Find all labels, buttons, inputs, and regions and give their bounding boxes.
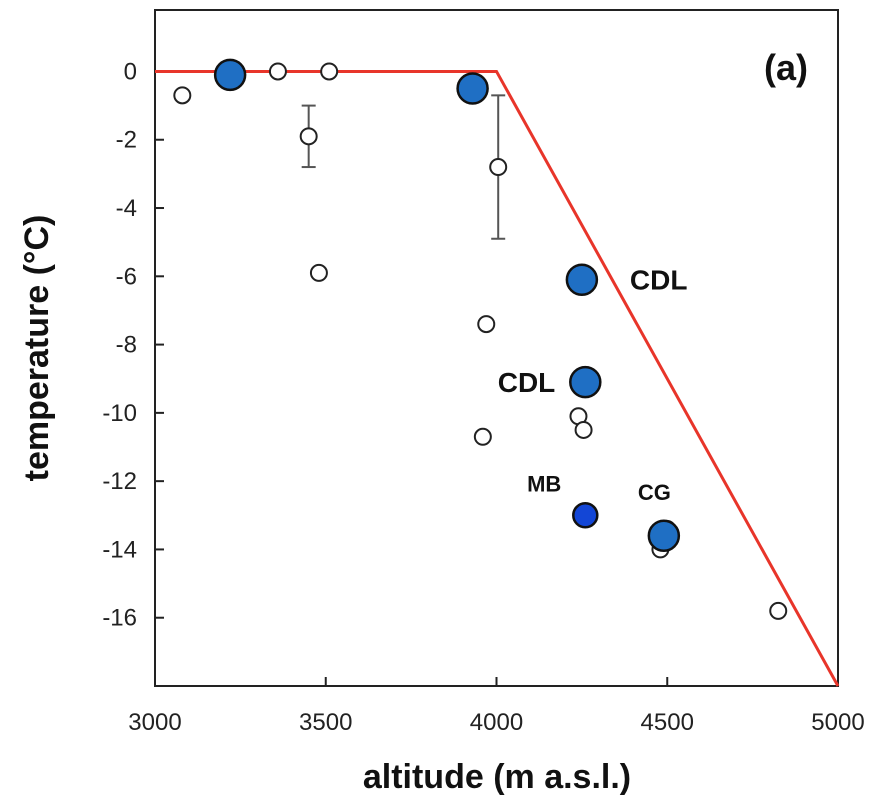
filled-point [572, 502, 599, 529]
x-tick-label: 5000 [811, 709, 864, 736]
x-axis-title: altitude (m a.s.l.) [363, 758, 631, 796]
x-tick-label: 3500 [299, 709, 352, 736]
open-point [769, 601, 788, 620]
point-label: MB [527, 471, 561, 496]
series-layer [155, 58, 840, 687]
plot-frame [154, 9, 839, 687]
y-tick-label: -4 [116, 195, 137, 222]
open-point [473, 427, 492, 446]
filled-point [213, 58, 247, 92]
filled-point [565, 263, 599, 296]
model-line [155, 69, 840, 687]
x-axis: 3000 3500 4000 4500 5000 [128, 677, 865, 736]
open-point [309, 263, 328, 282]
filled-point [647, 519, 681, 553]
y-tick-label: -12 [102, 468, 137, 495]
y-tick-label: -6 [116, 263, 137, 290]
x-tick-label: 3000 [128, 709, 181, 736]
open-point [574, 420, 593, 439]
x-tick-label: 4500 [641, 709, 694, 736]
y-tick-label: 0 [124, 58, 137, 85]
open-point [320, 62, 339, 81]
annotation-layer: CDL CDL MB CG [498, 265, 688, 505]
open-point [299, 127, 318, 146]
open-point [489, 158, 508, 177]
panel-label: (a) [764, 47, 808, 88]
y-tick-label: -16 [102, 605, 137, 632]
point-label: CDL [498, 367, 556, 398]
y-tick-label: -14 [102, 536, 137, 563]
y-axis-title: temperature (°C) [18, 215, 56, 482]
filled-point [569, 365, 602, 399]
open-point [268, 62, 287, 81]
filled-point [456, 72, 489, 105]
y-axis: 0 -2 -4 -6 -8 -10 -12 -14 -16 [102, 58, 164, 632]
open-point [173, 86, 192, 105]
point-label: CG [638, 480, 671, 505]
open-point [477, 315, 496, 334]
y-tick-label: -10 [102, 400, 137, 427]
y-tick-label: -8 [116, 332, 137, 359]
point-label: CDL [630, 265, 688, 296]
y-tick-label: -2 [116, 127, 137, 154]
x-tick-label: 4000 [470, 709, 523, 736]
